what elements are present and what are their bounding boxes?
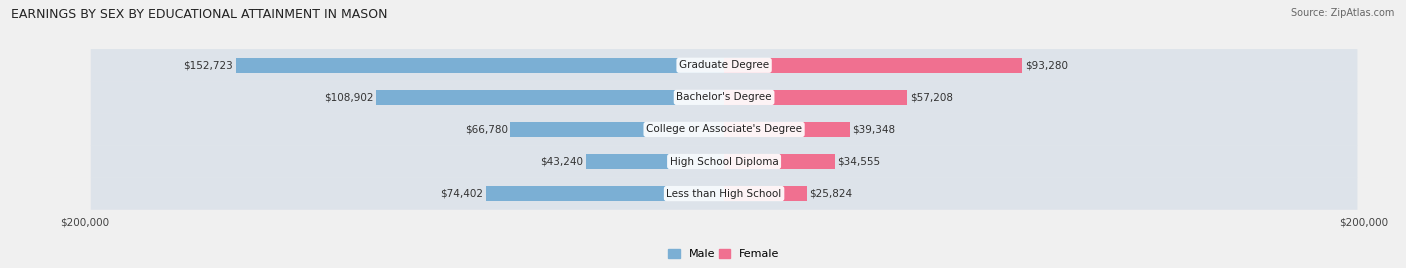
Text: $108,902: $108,902 [323, 92, 373, 102]
Text: $74,402: $74,402 [440, 189, 484, 199]
Text: Source: ZipAtlas.com: Source: ZipAtlas.com [1291, 8, 1395, 18]
Legend: Male, Female: Male, Female [664, 245, 785, 264]
FancyBboxPatch shape [91, 49, 1357, 81]
Text: $25,824: $25,824 [810, 189, 852, 199]
Bar [486, 186, 724, 201]
Text: Bachelor's Degree: Bachelor's Degree [676, 92, 772, 102]
Text: $57,208: $57,208 [910, 92, 953, 102]
Text: $34,555: $34,555 [837, 157, 880, 166]
Text: $66,780: $66,780 [465, 124, 508, 135]
Text: Less than High School: Less than High School [666, 189, 782, 199]
Text: High School Diploma: High School Diploma [669, 157, 779, 166]
Bar [724, 90, 907, 105]
Text: $93,280: $93,280 [1025, 60, 1069, 70]
Bar [724, 58, 1022, 73]
Text: EARNINGS BY SEX BY EDUCATIONAL ATTAINMENT IN MASON: EARNINGS BY SEX BY EDUCATIONAL ATTAINMEN… [11, 8, 388, 21]
FancyBboxPatch shape [91, 113, 1357, 146]
Bar [724, 186, 807, 201]
Bar [724, 122, 851, 137]
Text: $43,240: $43,240 [540, 157, 583, 166]
Bar [510, 122, 724, 137]
Text: Graduate Degree: Graduate Degree [679, 60, 769, 70]
Bar [724, 154, 835, 169]
Bar [586, 154, 724, 169]
Text: $39,348: $39,348 [852, 124, 896, 135]
Bar [375, 90, 724, 105]
Bar [236, 58, 724, 73]
Text: $152,723: $152,723 [183, 60, 233, 70]
FancyBboxPatch shape [91, 177, 1357, 210]
FancyBboxPatch shape [91, 145, 1357, 178]
FancyBboxPatch shape [91, 81, 1357, 114]
Text: College or Associate's Degree: College or Associate's Degree [647, 124, 801, 135]
